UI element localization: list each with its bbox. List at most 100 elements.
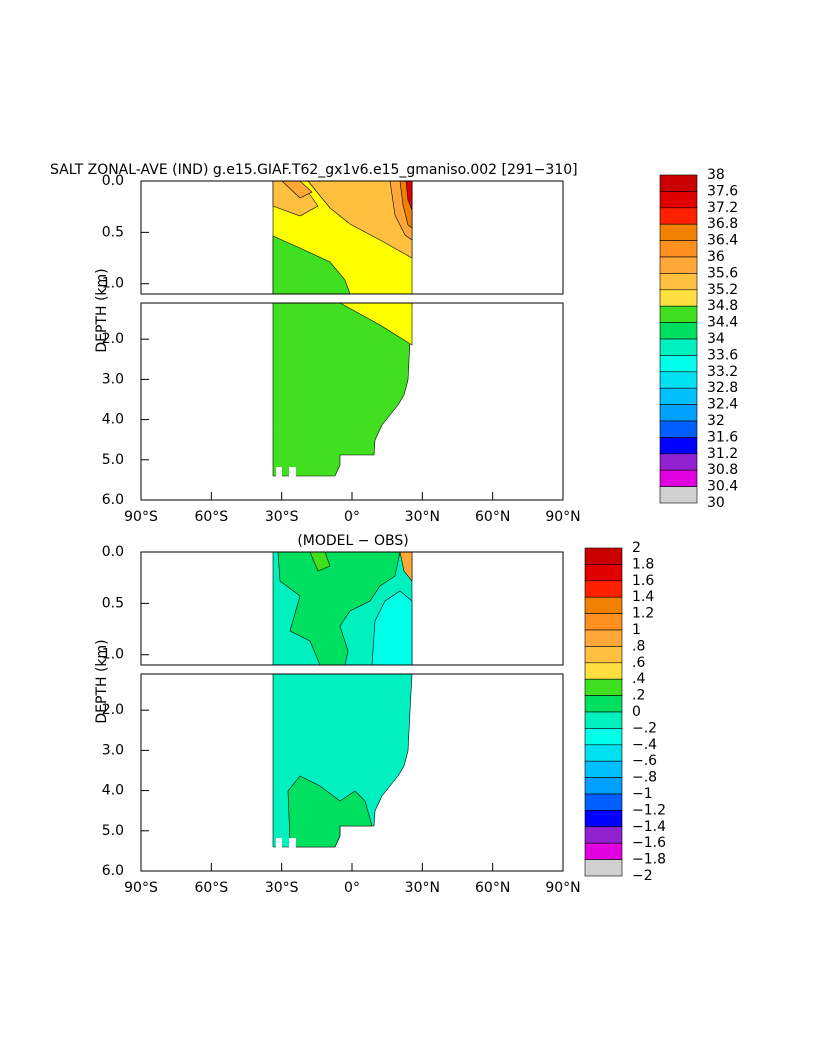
colorbar-box [659, 469, 698, 487]
colorbar-label: .8 [632, 638, 645, 654]
colorbar-box [584, 744, 623, 762]
colorbar-label: −1 [632, 786, 653, 802]
colorbar-box [584, 793, 623, 811]
x-tick-label: 30°N [405, 509, 440, 525]
chart-title: (MODEL − OBS) [297, 533, 408, 549]
colorbar-label: 36.4 [707, 233, 738, 249]
colorbar-label: 0 [632, 704, 641, 720]
colorbar-label: 30 [707, 495, 725, 511]
y-tick-label: 6.0 [102, 863, 124, 879]
colorbar-box [659, 322, 698, 340]
colorbar-label: .4 [632, 671, 645, 687]
colorbar-box [584, 580, 623, 598]
colorbar-box [584, 777, 623, 795]
colorbar-box [584, 629, 623, 647]
contour-region [277, 551, 401, 666]
colorbar-label: 30.8 [707, 462, 738, 478]
x-tick-label: 0° [344, 509, 360, 525]
contour-field [272, 180, 413, 477]
colorbar-label: .2 [632, 688, 645, 704]
colorbar-label: 1.8 [632, 556, 654, 572]
contour-region [272, 302, 413, 477]
colorbar-box [659, 273, 698, 291]
x-tick-label: 60°S [194, 509, 228, 525]
y-tick-label: 0.0 [102, 173, 124, 189]
colorbar-label: 2 [632, 540, 641, 556]
y-tick-label: 2.0 [102, 702, 124, 718]
colorbar-box [659, 289, 698, 307]
y-tick-label: 5.0 [102, 452, 124, 468]
colorbar-label: 33.6 [707, 347, 738, 363]
y-tick-label: 1.0 [102, 276, 124, 292]
mask [276, 467, 282, 477]
colorbar-box [584, 564, 623, 582]
mask [289, 467, 296, 477]
colorbar-label: 36.8 [707, 216, 738, 232]
y-tick-label: 5.0 [102, 823, 124, 839]
x-tick-label: 30°S [265, 509, 299, 525]
colorbar-label: 34.8 [707, 298, 738, 314]
colorbar-label: −.4 [632, 737, 657, 753]
y-tick-label: 3.0 [102, 371, 124, 387]
colorbar-label: 38 [707, 167, 725, 183]
colorbar-label: 31.2 [707, 446, 738, 462]
colorbar-box [584, 695, 623, 713]
y-tick-label: 0.5 [102, 595, 124, 611]
colorbar-label: 1.2 [632, 606, 654, 622]
colorbar-label: 31.6 [707, 429, 738, 445]
colorbar-box [659, 355, 698, 373]
colorbar-label: 35.6 [707, 265, 738, 281]
colorbar-box [584, 711, 623, 729]
colorbar-label: 1 [632, 622, 641, 638]
colorbar-box [584, 678, 623, 696]
contour-region [287, 775, 373, 848]
x-tick-label: 60°S [194, 880, 228, 896]
y-tick-label: 6.0 [102, 492, 124, 508]
colorbar-label: 1.4 [632, 589, 654, 605]
x-tick-label: 30°S [265, 880, 299, 896]
colorbar-box [659, 437, 698, 455]
colorbar-label: .6 [632, 655, 645, 671]
y-tick-label: 1.0 [102, 647, 124, 663]
y-tick-label: 4.0 [102, 412, 124, 428]
colorbar-label: −.6 [632, 753, 657, 769]
colorbar-box [659, 338, 698, 356]
x-tick-label: 90°N [545, 509, 580, 525]
contour-field [272, 551, 413, 848]
colorbar-box [659, 174, 698, 192]
x-tick-label: 60°N [475, 880, 510, 896]
x-tick-label: 90°S [124, 509, 158, 525]
colorbar-box [659, 387, 698, 405]
x-tick-label: 90°S [124, 880, 158, 896]
y-tick-label: 2.0 [102, 331, 124, 347]
panel-frame [140, 180, 564, 295]
colorbar-label: 33.2 [707, 364, 738, 380]
colorbar-box [584, 596, 623, 614]
colorbar-box [584, 842, 623, 860]
y-tick-label: 3.0 [102, 742, 124, 758]
y-tick-label: 0.0 [102, 544, 124, 560]
colorbar-box [584, 646, 623, 664]
colorbar-label: 32.4 [707, 397, 738, 413]
y-tick-label: 4.0 [102, 783, 124, 799]
colorbar-box [659, 191, 698, 209]
colorbar-label: −2 [632, 868, 653, 884]
colorbar-box [659, 207, 698, 225]
colorbar-box [659, 453, 698, 471]
colorbar-box [659, 486, 698, 504]
colorbar-label: −1.8 [632, 852, 666, 868]
colorbar-label: 35.2 [707, 282, 738, 298]
colorbar-label: 37.2 [707, 200, 738, 216]
colorbar-box [659, 305, 698, 323]
colorbar-label: −1.2 [632, 802, 666, 818]
y-axis-label: DEPTH (km) [94, 268, 110, 352]
colorbar-box [659, 223, 698, 241]
colorbar-box [584, 662, 623, 680]
panel-frame [140, 551, 564, 666]
colorbar-box [584, 613, 623, 631]
colorbar-label: −1.4 [632, 819, 666, 835]
colorbar-label: 32 [707, 413, 725, 429]
colorbar-box [659, 256, 698, 274]
